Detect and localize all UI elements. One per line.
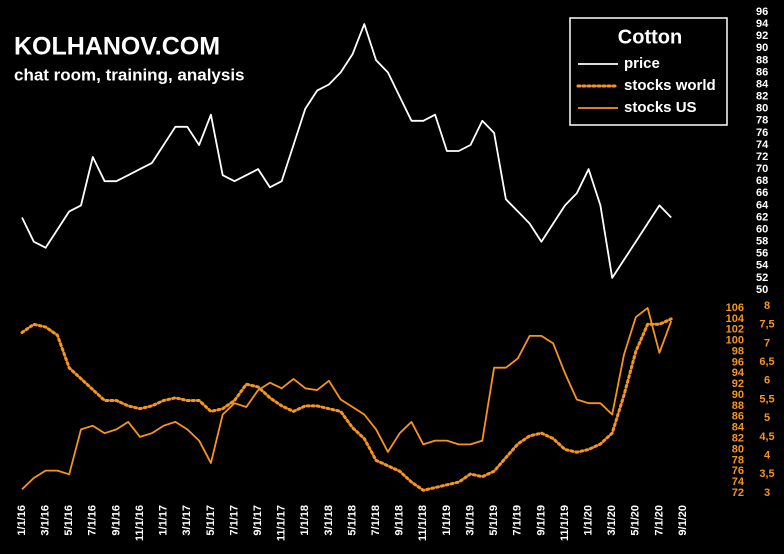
x-tick-label: 9/1/16 (110, 505, 122, 536)
y-tick-label: 62 (756, 211, 768, 223)
x-tick-label: 1/1/19 (441, 505, 453, 536)
y-tick-label: 78 (756, 115, 768, 127)
x-tick-label: 11/1/17 (276, 505, 288, 541)
y-tick-label: 92 (756, 30, 768, 42)
y-tick-label: 106 (726, 302, 744, 314)
y-tick-label: 56 (756, 248, 768, 260)
x-tick-label: 5/1/19 (488, 505, 500, 536)
y-tick-label: 96 (732, 356, 744, 368)
x-tick-label: 5/1/16 (63, 505, 75, 536)
legend-label: stocks world (624, 77, 716, 94)
x-tick-label: 9/1/19 (535, 505, 547, 536)
y-tick-label: 7,5 (759, 319, 774, 331)
legend-title: Cotton (618, 26, 682, 48)
series-line (21, 23, 672, 279)
y-tick-label: 100 (726, 335, 744, 347)
y-tick-label: 84 (756, 78, 769, 90)
y-tick-label: 72 (732, 487, 744, 499)
y-tick-label: 76 (732, 465, 744, 477)
y-tick-label: 82 (756, 91, 768, 103)
series-line (21, 307, 673, 490)
y-tick-label: 3 (764, 487, 770, 499)
y-tick-label: 60 (756, 223, 768, 235)
y-tick-label: 8 (764, 300, 770, 312)
y-tick-label: 86 (756, 66, 768, 78)
y-tick-label: 6,5 (759, 356, 774, 368)
y-tick-label: 5,5 (759, 393, 774, 405)
x-tick-label: 11/1/18 (417, 505, 429, 541)
x-tick-label: 7/1/20 (653, 505, 665, 536)
y-tick-label: 68 (756, 175, 768, 187)
y-tick-label: 94 (732, 367, 745, 379)
legend-label: price (624, 55, 660, 72)
legend-label: stocks US (624, 99, 697, 116)
y-tick-label: 5 (764, 412, 770, 424)
y-tick-label: 76 (756, 127, 768, 139)
y-tick-label: 90 (732, 389, 744, 401)
y-tick-label: 84 (732, 422, 745, 434)
y-tick-label: 96 (756, 6, 768, 18)
y-tick-label: 92 (732, 378, 744, 390)
y-tick-label: 86 (732, 411, 744, 423)
y-tick-label: 74 (756, 139, 769, 151)
y-tick-label: 66 (756, 187, 768, 199)
y-tick-label: 98 (732, 345, 744, 357)
x-tick-label: 5/1/20 (630, 505, 642, 536)
y-tick-label: 88 (756, 54, 768, 66)
y-tick-label: 4,5 (759, 431, 774, 443)
y-tick-label: 58 (756, 236, 768, 248)
y-tick-label: 4 (764, 450, 771, 462)
x-tick-label: 9/1/20 (677, 505, 689, 536)
x-tick-label: 3/1/20 (606, 505, 618, 536)
y-tick-label: 82 (732, 432, 744, 444)
x-tick-label: 3/1/18 (323, 505, 335, 536)
y-tick-label: 102 (726, 324, 744, 336)
x-tick-label: 7/1/17 (228, 505, 240, 536)
y-tick-label: 3,5 (759, 468, 774, 480)
x-tick-label: 11/1/16 (134, 505, 146, 541)
y-tick-label: 90 (756, 42, 768, 54)
x-tick-label: 7/1/19 (512, 505, 524, 536)
x-tick-label: 9/1/18 (394, 505, 406, 536)
y-tick-label: 6 (764, 375, 770, 387)
y-tick-label: 104 (726, 313, 745, 325)
y-tick-label: 94 (756, 18, 769, 30)
x-tick-label: 1/1/16 (16, 505, 28, 536)
y-tick-label: 54 (756, 260, 769, 272)
y-tick-label: 74 (732, 476, 745, 488)
x-tick-label: 5/1/18 (346, 505, 358, 536)
y-tick-label: 78 (732, 454, 744, 466)
chart-title: KOLHANOV.COM (14, 33, 220, 61)
x-tick-label: 9/1/17 (252, 505, 264, 536)
y-tick-label: 52 (756, 272, 768, 284)
x-tick-label: 1/1/17 (158, 505, 170, 536)
chart-subtitle: chat room, training, analysis (14, 65, 245, 84)
x-tick-label: 1/1/20 (582, 505, 594, 536)
x-tick-label: 5/1/17 (205, 505, 217, 536)
x-tick-label: 3/1/19 (464, 505, 476, 536)
y-tick-label: 7 (764, 337, 770, 349)
x-tick-label: 7/1/16 (87, 505, 99, 536)
y-tick-label: 72 (756, 151, 768, 163)
x-tick-label: 3/1/16 (40, 505, 52, 536)
x-tick-label: 7/1/18 (370, 505, 382, 536)
y-tick-label: 88 (732, 400, 744, 412)
y-tick-label: 50 (756, 284, 768, 296)
y-tick-label: 80 (756, 103, 768, 115)
x-tick-label: 3/1/17 (181, 505, 193, 536)
x-tick-label: 1/1/18 (299, 505, 311, 536)
y-tick-label: 64 (756, 199, 769, 211)
x-tick-label: 11/1/19 (559, 505, 571, 541)
series-line (20, 317, 673, 492)
y-tick-label: 80 (732, 443, 744, 455)
y-tick-label: 70 (756, 163, 768, 175)
